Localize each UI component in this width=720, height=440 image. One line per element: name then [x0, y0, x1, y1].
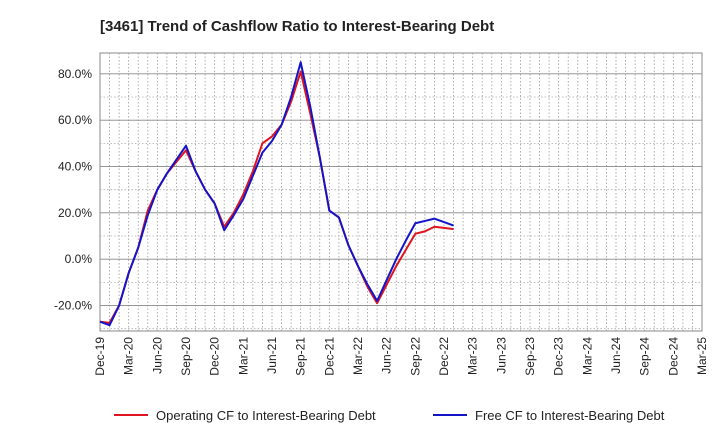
- x-tick-label: Dec-19: [93, 337, 107, 376]
- x-tick-label: Dec-24: [666, 337, 680, 376]
- x-tick-label: Mar-20: [122, 337, 136, 375]
- x-tick-label: Mar-23: [466, 337, 480, 375]
- x-tick-label: Sep-23: [523, 337, 537, 376]
- plot-area: [99, 52, 703, 332]
- chart-title: [3461] Trend of Cashflow Ratio to Intere…: [100, 18, 494, 35]
- legend-label-1: Operating CF to Interest-Bearing Debt: [156, 408, 376, 423]
- x-axis-tick-labels: Dec-19 Mar-20 Jun-20 Sep-20 Dec-20 Mar-21 Jun-…: [93, 337, 709, 376]
- x-tick-label: Mar-21: [236, 337, 250, 375]
- series-line-2: [99, 61, 454, 327]
- legend-label-2: Free CF to Interest-Bearing Debt: [475, 408, 665, 423]
- y-tick-label: 40.0%: [58, 160, 92, 174]
- x-tick-label: Dec-20: [208, 337, 222, 376]
- x-tick-label: Dec-23: [552, 337, 566, 376]
- x-tick-label: Mar-24: [580, 337, 594, 375]
- x-tick-label: Jun-24: [609, 337, 623, 374]
- x-tick-label: Jun-22: [380, 337, 394, 374]
- y-tick-label: 20.0%: [58, 206, 92, 220]
- vertical-gridlines: [109, 53, 693, 331]
- x-tick-label: Mar-25: [695, 337, 709, 375]
- x-tick-label: Mar-22: [351, 337, 365, 375]
- x-tick-label: Sep-21: [294, 337, 308, 376]
- x-tick-label: Sep-22: [408, 337, 422, 376]
- x-tick-label: Jun-20: [150, 337, 164, 374]
- series-lines: [99, 61, 454, 327]
- x-tick-label: Jun-23: [494, 337, 508, 374]
- x-tick-label: Dec-21: [322, 337, 336, 376]
- x-tick-label: Sep-24: [638, 337, 652, 376]
- y-axis-tick-labels: -20.0% 0.0% 20.0% 40.0% 60.0% 80.0%: [54, 67, 92, 313]
- y-tick-label: -20.0%: [54, 299, 92, 313]
- x-tick-label: Dec-22: [437, 337, 451, 376]
- y-tick-label: 60.0%: [58, 113, 92, 127]
- y-tick-label: 0.0%: [65, 252, 93, 266]
- x-tick-label: Jun-21: [265, 337, 279, 374]
- legend: Operating CF to Interest-Bearing Debt Fre…: [114, 408, 665, 423]
- x-tick-label: Sep-20: [179, 337, 193, 376]
- horizontal-gridlines: [100, 73, 702, 330]
- y-tick-label: 80.0%: [58, 67, 92, 81]
